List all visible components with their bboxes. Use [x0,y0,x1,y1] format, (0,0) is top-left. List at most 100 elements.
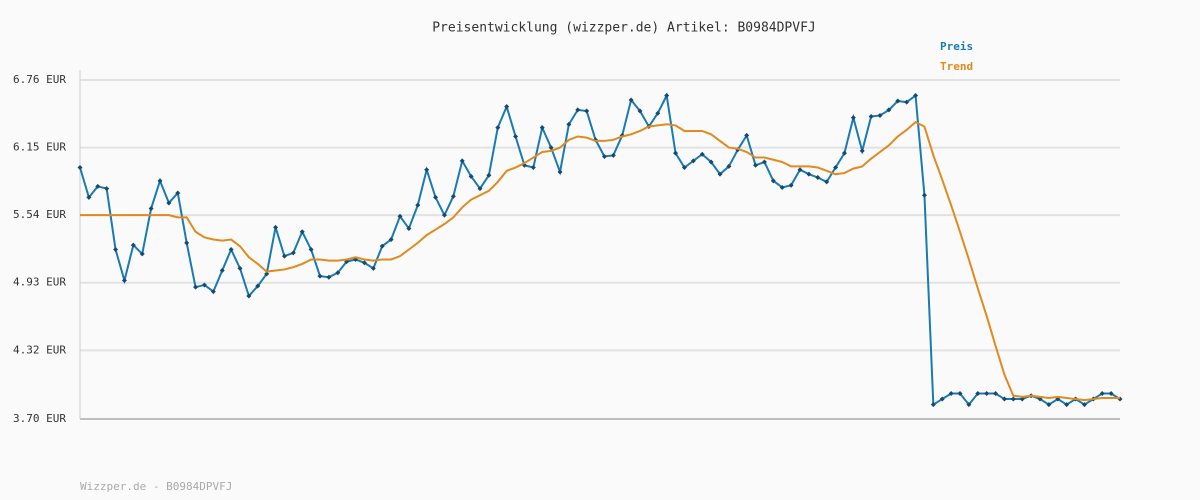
point [566,121,572,127]
point [237,265,243,271]
point [406,225,412,231]
point [281,253,287,259]
point [1019,396,1025,402]
point [975,391,981,397]
point [921,192,927,198]
point [957,391,963,397]
point [210,289,216,295]
point [850,115,856,121]
point [539,125,545,131]
point [335,270,341,276]
point [219,268,225,274]
point [130,242,136,248]
point [690,158,696,164]
point [441,212,447,218]
point [895,98,901,104]
point [637,108,643,114]
point [557,169,563,175]
footer: Wizzper.de - B0984DPVFJ [80,480,232,493]
point [913,93,919,99]
point [397,213,403,219]
point [513,134,519,139]
point [753,162,759,168]
point [877,112,883,118]
point [868,114,874,120]
point [228,247,234,252]
point [886,107,892,113]
point [930,402,936,408]
point [904,99,910,105]
point [1099,391,1105,397]
point [326,274,332,280]
point [388,237,394,243]
point [424,167,430,173]
point [601,153,607,159]
point [415,202,421,208]
y-tick-label: 5.54 EUR [13,208,66,221]
y-tick-label: 6.15 EUR [13,141,66,154]
series-line [79,92,1121,407]
point [681,165,687,171]
point [788,182,794,188]
series-line [80,120,1120,402]
point [486,172,492,178]
point [628,97,634,103]
point [459,158,465,164]
point [530,165,536,171]
point [761,159,767,165]
point [273,224,279,230]
point [504,104,510,110]
point [166,200,172,206]
point [673,150,679,156]
point [104,186,110,192]
point [966,402,972,408]
point [726,163,732,169]
point [1001,396,1007,402]
point [655,110,661,116]
point [1010,396,1016,402]
y-tick-label: 4.32 EUR [13,343,66,356]
point [201,282,207,288]
legend-label: Trend [940,60,973,73]
point [717,171,723,177]
point [175,190,181,196]
point [833,165,839,171]
chart-title: Preisentwicklung (wizzper.de) Artikel: B… [432,21,816,36]
point [699,151,705,157]
point [139,251,145,257]
point [77,165,83,171]
point [433,194,439,200]
point [610,152,616,158]
point [1081,402,1087,408]
point [584,108,590,114]
point [841,150,847,156]
point [664,93,670,99]
point [575,107,581,113]
point [1108,391,1114,397]
point [370,265,376,271]
point [361,260,367,266]
point [477,186,483,192]
point [806,171,812,177]
y-tick-label: 3.70 EUR [13,412,66,425]
point [193,284,199,290]
point [495,125,501,131]
point [379,243,385,249]
point [770,178,776,184]
point [255,283,261,289]
point [246,293,252,299]
point [779,184,785,190]
point [984,391,990,397]
point [468,173,474,179]
point [290,250,296,256]
point [548,145,554,151]
point [708,159,714,165]
point [121,278,127,284]
point [1064,402,1070,408]
point [824,179,830,185]
point [450,193,456,199]
point [1046,402,1052,408]
point [95,183,101,189]
